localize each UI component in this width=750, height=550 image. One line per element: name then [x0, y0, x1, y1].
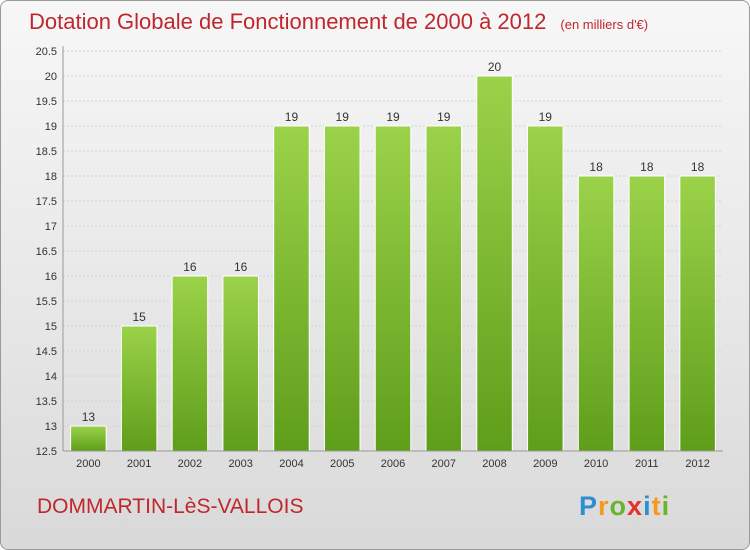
bar — [527, 125, 564, 452]
logo-letter: P — [579, 491, 599, 521]
y-tick-label: 14 — [45, 371, 57, 383]
y-tick-label: 12.5 — [36, 446, 57, 458]
data-label: 19 — [336, 110, 350, 124]
bar — [476, 75, 513, 452]
x-tick-label: 2001 — [127, 458, 151, 470]
y-tick-label: 13 — [45, 421, 57, 433]
data-label: 18 — [589, 160, 603, 174]
y-tick-label: 20 — [45, 71, 57, 83]
y-tick-label: 19 — [45, 121, 57, 133]
bar — [577, 175, 615, 452]
x-tick-label: 2003 — [228, 458, 252, 470]
logo-letter: x — [627, 491, 644, 521]
data-label: 18 — [691, 160, 705, 174]
data-label: 20 — [488, 60, 502, 74]
x-tick-label: 2012 — [685, 458, 709, 470]
bar — [628, 175, 666, 452]
y-tick-label: 17 — [45, 221, 57, 233]
bar — [273, 125, 310, 452]
x-tick-label: 2004 — [279, 458, 303, 470]
bar — [171, 275, 209, 452]
x-tick-label: 2009 — [533, 458, 557, 470]
data-label: 16 — [234, 260, 248, 274]
y-tick-label: 15 — [45, 321, 57, 333]
bar — [70, 425, 107, 452]
x-tick-label: 2007 — [432, 458, 456, 470]
commune-name: DOMMARTIN-LèS-VALLOIS — [37, 495, 304, 518]
x-tick-label: 2008 — [482, 458, 506, 470]
logo-letter: o — [609, 491, 628, 521]
y-tick-label: 16.5 — [36, 246, 57, 258]
data-label: 19 — [437, 110, 451, 124]
data-label: 18 — [640, 160, 654, 174]
bar — [222, 275, 259, 452]
logo-letter: i — [661, 491, 671, 521]
bar — [425, 125, 463, 452]
data-label: 19 — [386, 110, 400, 124]
x-tick-label: 2011 — [635, 458, 659, 470]
x-tick-label: 2006 — [381, 458, 405, 470]
y-tick-label: 19.5 — [36, 96, 57, 108]
logo-letter: t — [651, 491, 662, 521]
data-label: 15 — [132, 310, 146, 324]
y-tick-label: 14.5 — [36, 346, 57, 358]
x-tick-label: 2005 — [330, 458, 354, 470]
bar — [323, 125, 361, 452]
bar — [679, 175, 716, 452]
logo-letter: r — [598, 491, 610, 521]
bar — [374, 125, 412, 452]
x-tick-label: 2010 — [584, 458, 608, 470]
x-tick-label: 2002 — [178, 458, 202, 470]
chart-title: Dotation Globale de Fonctionnement de 20… — [29, 9, 649, 34]
data-label: 16 — [183, 260, 197, 274]
proxiti-logo: Proxiti — [579, 491, 670, 522]
y-tick-label: 18.5 — [36, 146, 57, 158]
y-tick-label: 20.5 — [36, 46, 57, 58]
x-tick-label: 2000 — [76, 458, 100, 470]
unit-label: (en milliers d'€) — [560, 17, 649, 32]
y-tick-label: 17.5 — [36, 196, 57, 208]
y-tick-label: 13.5 — [36, 396, 57, 408]
data-label: 13 — [82, 410, 96, 424]
bar — [120, 325, 158, 452]
y-tick-label: 18 — [45, 171, 57, 183]
logo-letter: i — [643, 491, 652, 521]
y-tick-label: 15.5 — [36, 296, 57, 308]
y-tick-label: 16 — [45, 271, 57, 283]
data-label: 19 — [539, 110, 553, 124]
data-label: 19 — [285, 110, 299, 124]
